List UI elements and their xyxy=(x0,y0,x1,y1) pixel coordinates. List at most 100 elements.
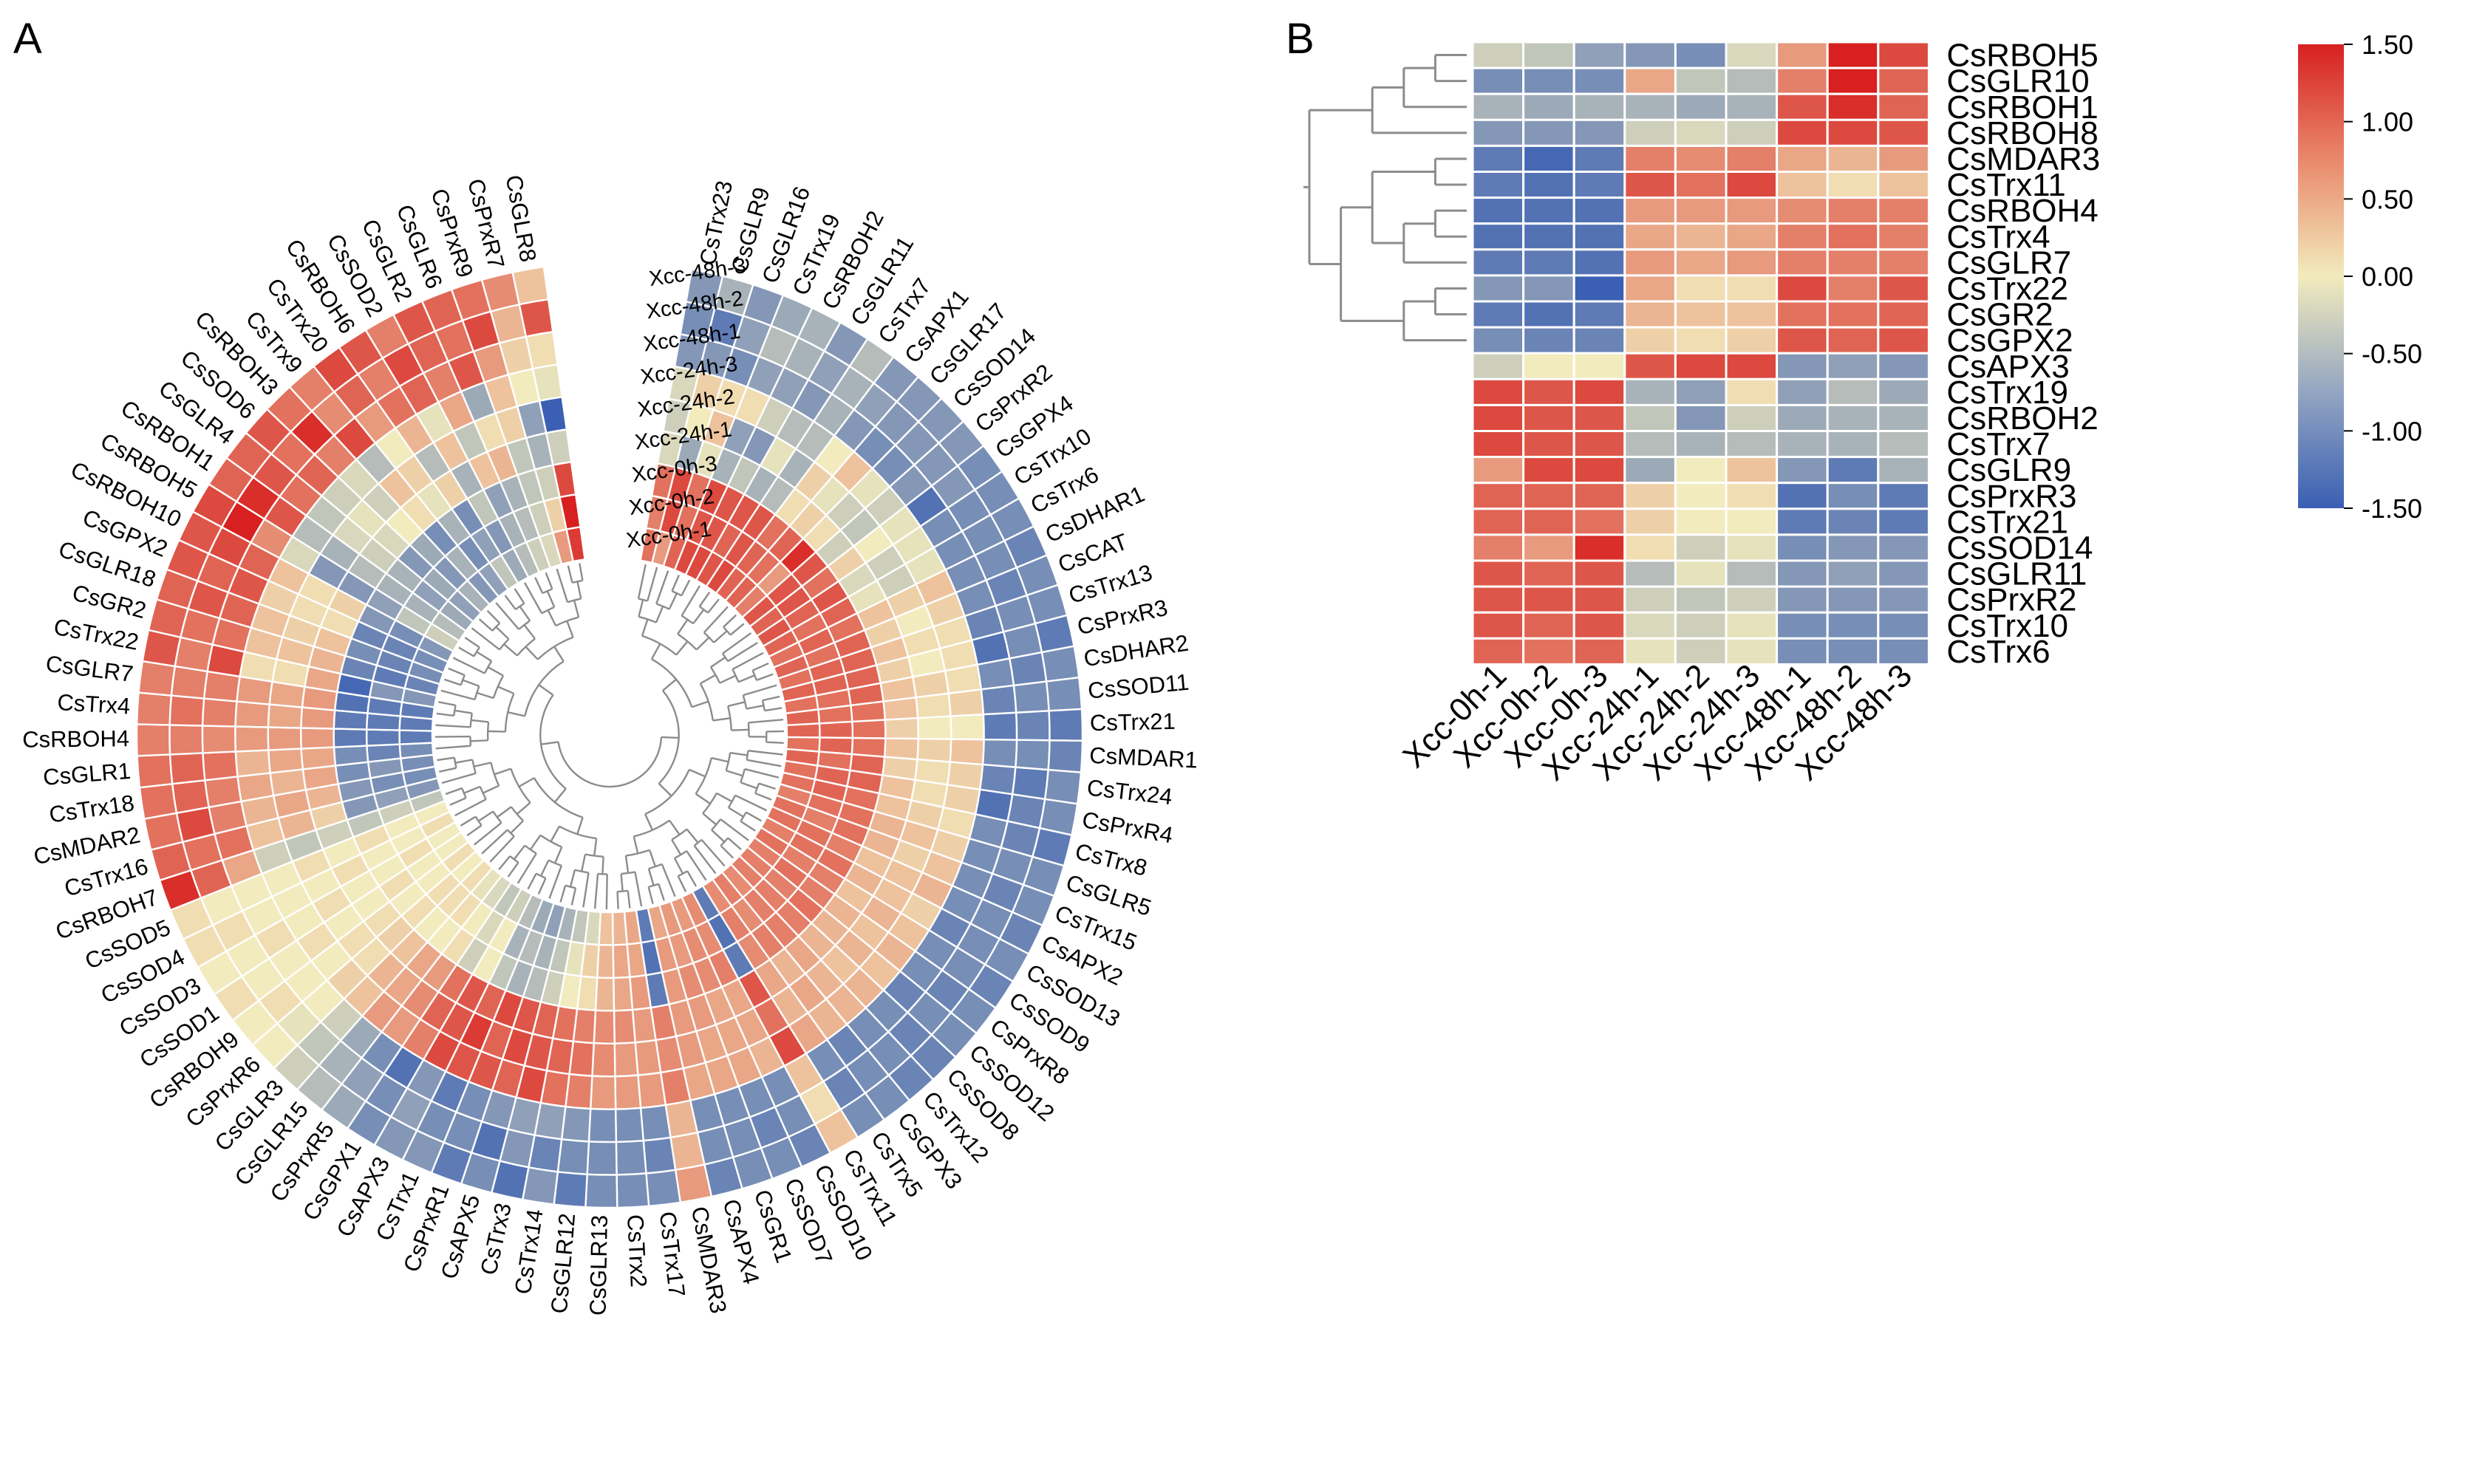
heatmap-cell xyxy=(1877,482,1930,510)
circular-heatmap-cell xyxy=(586,1141,618,1176)
circular-dendrogram-branch xyxy=(702,813,717,826)
circular-dendrogram-branch xyxy=(746,704,764,710)
heatmap-cell xyxy=(1674,430,1728,459)
heatmap-cell xyxy=(1877,92,1930,121)
circular-dendrogram-branch xyxy=(677,875,687,892)
circular-dendrogram-branch xyxy=(647,886,654,904)
circular-dendrogram-branch xyxy=(719,674,737,684)
circular-heatmap-cell xyxy=(1015,739,1051,771)
heatmap-cell xyxy=(1572,326,1626,355)
circular-dendrogram-branch xyxy=(540,741,559,745)
circular-heatmap-cell xyxy=(236,772,275,803)
circular-heatmap-cell xyxy=(616,1172,650,1209)
circular-dendrogram-branch xyxy=(748,750,783,756)
row-label: CsTrx6 xyxy=(1946,634,2050,670)
circular-dendrogram-branch xyxy=(516,801,531,815)
colorbar-tick-label: -1.50 xyxy=(2362,493,2422,524)
circular-dendrogram-branch xyxy=(661,864,676,897)
circular-heatmap-cell xyxy=(136,753,174,789)
circular-heatmap-cell xyxy=(916,737,952,763)
circular-dendrogram-arc xyxy=(542,588,553,595)
heatmap-cell xyxy=(1471,92,1525,121)
circular-dendrogram-branch xyxy=(695,637,710,651)
heatmap-cell xyxy=(1776,559,1829,588)
heatmap-cell xyxy=(1826,533,1880,562)
circular-gene-label: CsRBOH4 xyxy=(22,725,129,753)
heatmap-cell xyxy=(1725,377,1779,406)
circular-gene-label: CsTrx4 xyxy=(57,689,132,719)
colorbar-tick-label: -1.00 xyxy=(2362,416,2422,446)
circular-dendrogram-arc xyxy=(499,638,510,651)
circular-dendrogram-arc xyxy=(721,652,729,662)
heatmap-cell xyxy=(1725,585,1779,614)
row-label: CsGLR10 xyxy=(1946,64,2089,100)
circular-dendrogram-arc xyxy=(548,859,562,867)
heatmap-cell xyxy=(1572,585,1626,614)
heatmap-cell xyxy=(1471,66,1525,95)
heatmap-cell xyxy=(1522,196,1575,225)
circular-dendrogram-branch xyxy=(744,767,780,779)
circular-heatmap-cell xyxy=(511,265,550,306)
colorbar-tick-label: 0.50 xyxy=(2362,184,2413,214)
heatmap-cell xyxy=(1572,171,1626,199)
heatmap-cell xyxy=(1522,430,1575,459)
heatmap-cell xyxy=(1674,326,1728,355)
circular-dendrogram-branch xyxy=(624,855,630,874)
circular-dendrogram-branch xyxy=(758,782,776,790)
circular-heatmap-cell xyxy=(267,726,302,751)
heatmap-cell xyxy=(1572,144,1626,173)
heatmap-cell xyxy=(1826,274,1880,303)
heatmap-cell xyxy=(1877,171,1930,199)
heatmap-cell xyxy=(1826,92,1880,121)
circular-dendrogram-branch xyxy=(677,619,689,635)
heatmap-cell xyxy=(1471,611,1525,640)
heatmap-cell xyxy=(1725,66,1779,95)
row-label: CsRBOH2 xyxy=(1946,400,2098,437)
circular-dendrogram-branch xyxy=(655,606,664,623)
circular-dendrogram-branch xyxy=(764,707,783,712)
circular-dendrogram-branch xyxy=(553,847,563,864)
circular-dendrogram-branch xyxy=(471,627,500,651)
circular-dendrogram-branch xyxy=(661,736,679,739)
circular-dendrogram-branch xyxy=(637,564,647,599)
circular-heatmap-cell xyxy=(267,703,304,729)
circular-dendrogram-branch xyxy=(503,643,518,657)
circular-heatmap-cell xyxy=(613,976,634,1012)
circular-heatmap-cells xyxy=(135,265,1084,1209)
heatmap-cell xyxy=(1572,196,1626,225)
circular-dendrogram-branch xyxy=(647,567,658,601)
row-label: CsTrx10 xyxy=(1946,608,2068,644)
heatmap-cell xyxy=(1877,222,1930,251)
circular-dendrogram-arc xyxy=(625,849,650,857)
circular-dendrogram-branch xyxy=(507,861,519,878)
circular-dendrogram-branch xyxy=(711,829,726,843)
circular-gene-label: CsTrx3 xyxy=(475,1200,517,1277)
circular-heatmap-cell xyxy=(631,1006,657,1044)
circular-dendrogram-branch xyxy=(729,623,745,636)
heatmap-cell xyxy=(1877,585,1930,614)
circular-dendrogram-branch xyxy=(766,730,784,733)
heatmap-cell xyxy=(1471,274,1525,303)
circular-dendrogram-arc xyxy=(638,598,648,602)
circular-dendrogram-branch xyxy=(727,837,742,850)
heatmap-cell xyxy=(1725,222,1779,251)
heatmap-cell xyxy=(1623,585,1677,614)
row-label: CsPrxR2 xyxy=(1946,582,2076,618)
colorbar-tick-label: -0.50 xyxy=(2362,339,2422,369)
circular-heatmap-cell xyxy=(1043,768,1083,805)
circular-heatmap-cell xyxy=(553,1171,588,1208)
circular-dendrogram-branch xyxy=(476,691,494,700)
circular-heatmap-cell xyxy=(915,692,952,719)
heatmap-cell xyxy=(1725,144,1779,173)
circular-heatmap: CsTrx23CsGLR9CsGLR16CsTrx19CsRBOH2CsGLR1… xyxy=(22,173,1198,1316)
circular-heatmap-cell xyxy=(637,1071,667,1109)
circular-heatmap-cell xyxy=(201,697,238,728)
circular-dendrogram-branch xyxy=(566,620,574,638)
circular-dendrogram-branch xyxy=(470,739,488,742)
circular-dendrogram-branch xyxy=(494,767,511,776)
circular-dendrogram-branch xyxy=(454,709,472,714)
heatmap-cell xyxy=(1725,274,1779,303)
heatmap-cell xyxy=(1725,559,1779,588)
circular-dendrogram-branch xyxy=(766,741,784,744)
